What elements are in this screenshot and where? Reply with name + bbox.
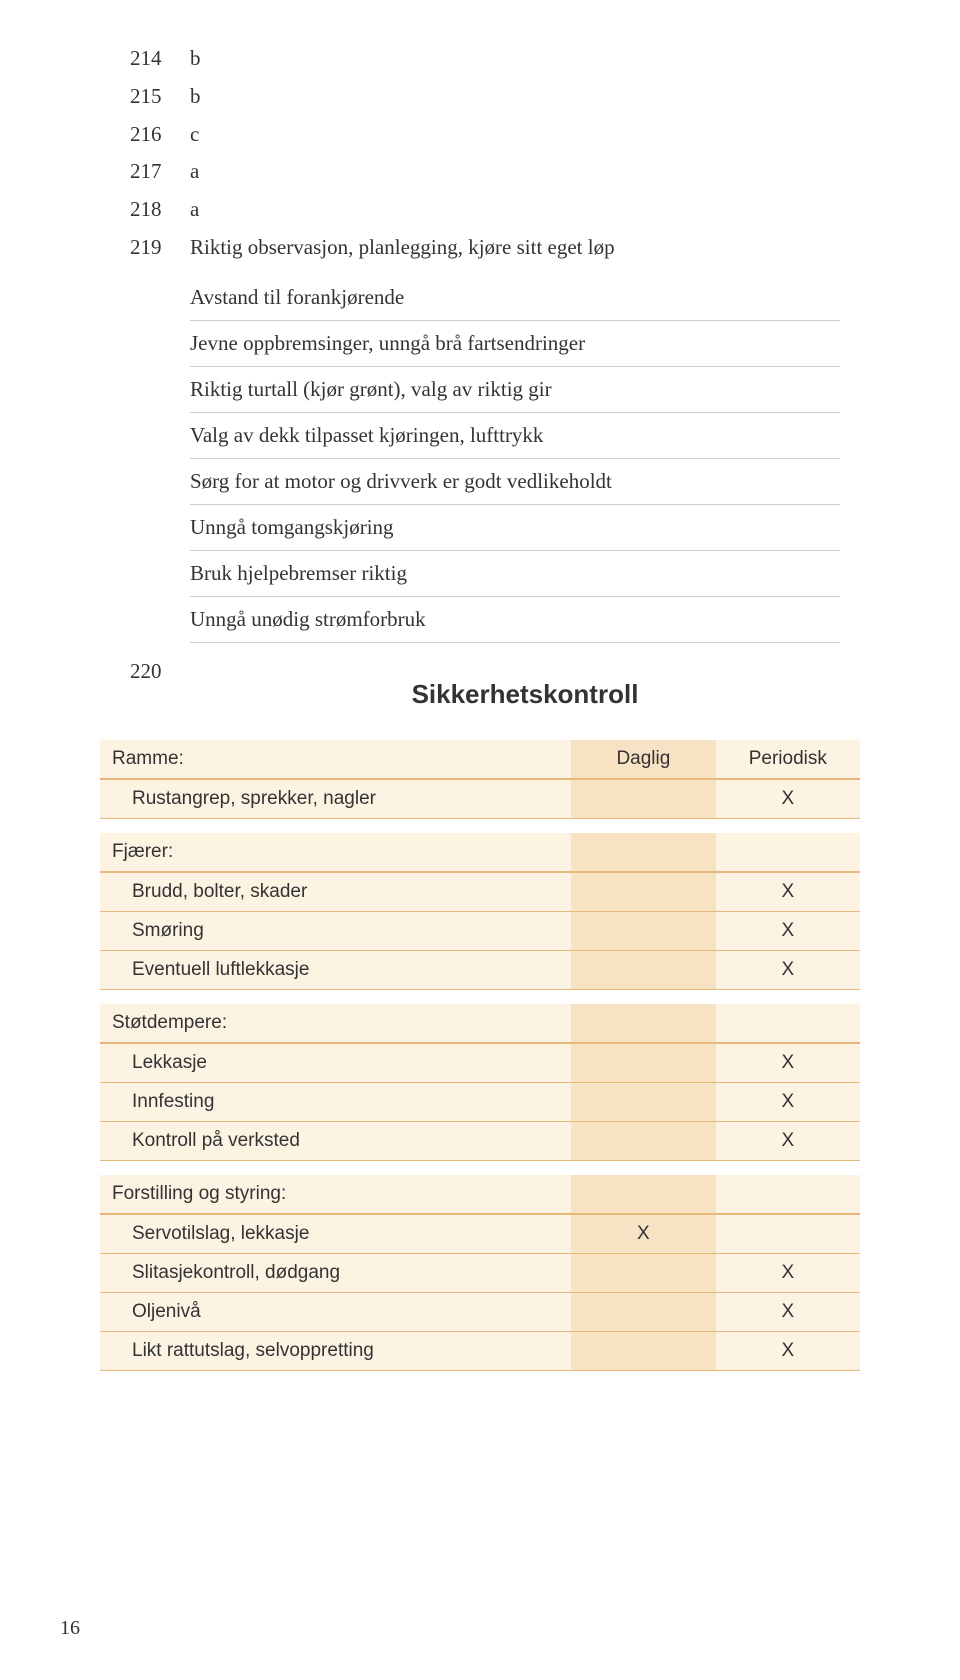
answer-number: 217 [130,153,190,191]
bullet-list: Avstand til forankjørendeJevne oppbremsi… [190,275,840,643]
check-item-label: Slitasjekontroll, dødgang [100,1253,571,1292]
answer-value: Riktig observasjon, planlegging, kjøre s… [190,229,860,267]
check-item-row: Kontroll på verksted X [100,1121,860,1160]
group-label: Fjærer: [100,833,571,872]
check-item-row: Eventuell luftlekkasje X [100,950,860,989]
answer-value: a [190,153,860,191]
check-group-table: Støtdempere:LekkasjeXInnfestingXKontroll… [100,1004,860,1161]
check-item-label: Kontroll på verksted [100,1121,571,1160]
column-header-periodic [716,833,860,872]
bullet-item: Unngå unødig strømforbruk [190,597,840,643]
bullet-item: Unngå tomgangskjøring [190,505,840,551]
check-item-periodic: X [716,1292,860,1331]
check-item-periodic: X [716,872,860,912]
check-item-periodic: X [716,1253,860,1292]
check-item-daily [571,911,715,950]
check-item-daily [571,950,715,989]
answer-row: 214b [130,40,860,78]
column-header-periodic [716,1175,860,1214]
answer-number: 219 [130,229,190,267]
check-item-daily [571,779,715,819]
check-item-daily [571,1292,715,1331]
check-item-label: Lekkasje [100,1043,571,1083]
check-item-daily [571,1331,715,1370]
check-item-label: Eventuell luftlekkasje [100,950,571,989]
check-item-label: Rustangrep, sprekker, nagler [100,779,571,819]
check-item-daily [571,1121,715,1160]
check-item-row: Brudd, bolter, skader X [100,872,860,912]
answer-row: 215b [130,78,860,116]
answer-row: 217a [130,153,860,191]
bullet-item: Jevne oppbremsinger, unngå brå fartsendr… [190,321,840,367]
column-header-daily [571,1175,715,1214]
check-item-daily [571,1253,715,1292]
check-item-row: Innfesting X [100,1082,860,1121]
column-header-daily: Daglig [571,740,715,779]
bullet-item: Avstand til forankjørende [190,275,840,321]
check-item-periodic: X [716,779,860,819]
answer-number: 218 [130,191,190,229]
section-title: Sikkerhetskontroll [190,679,860,710]
group-label: Forstilling og styring: [100,1175,571,1214]
check-item-periodic: X [716,1331,860,1370]
check-item-row: Rustangrep, sprekker, nagler X [100,779,860,819]
check-item-periodic: X [716,1043,860,1083]
answer-value: b [190,78,860,116]
answer-value: b [190,40,860,78]
check-item-periodic: X [716,1121,860,1160]
check-item-label: Innfesting [100,1082,571,1121]
column-header-periodic: Periodisk [716,740,860,779]
column-header-daily [571,1004,715,1043]
answer-value: a [190,191,860,229]
column-header-periodic [716,1004,860,1043]
check-item-row: Oljenivå X [100,1292,860,1331]
bullet-item: Valg av dekk tilpasset kjøringen, lufttr… [190,413,840,459]
check-item-row: Smøring X [100,911,860,950]
bullet-item: Riktig turtall (kjør grønt), valg av rik… [190,367,840,413]
check-item-row: Likt rattutslag, selvoppretting X [100,1331,860,1370]
check-item-periodic [716,1214,860,1254]
check-group-table: Fjærer:Brudd, bolter, skaderXSmøringXEve… [100,833,860,990]
check-item-label: Brudd, bolter, skader [100,872,571,912]
check-item-daily [571,1082,715,1121]
check-group-table: Ramme:DagligPeriodiskRustangrep, sprekke… [100,740,860,819]
check-item-label: Likt rattutslag, selvoppretting [100,1331,571,1370]
check-item-row: Servotilslag, lekkasjeX [100,1214,860,1254]
check-item-periodic: X [716,911,860,950]
column-header-daily [571,833,715,872]
answer-list: 214b215b216c217a218a219Riktig observasjo… [130,40,860,267]
answer-number: 216 [130,116,190,154]
group-label: Ramme: [100,740,571,779]
check-item-row: Slitasjekontroll, dødgang X [100,1253,860,1292]
bullet-item: Bruk hjelpebremser riktig [190,551,840,597]
check-group-table: Forstilling og styring:Servotilslag, lek… [100,1175,860,1371]
check-item-row: Lekkasje X [100,1043,860,1083]
check-item-daily [571,872,715,912]
answer-number: 215 [130,78,190,116]
answer-row: 219Riktig observasjon, planlegging, kjør… [130,229,860,267]
answer-number: 214 [130,40,190,78]
bullet-item: Sørg for at motor og drivverk er godt ve… [190,459,840,505]
check-item-label: Servotilslag, lekkasje [100,1214,571,1254]
answer-number-220: 220 [130,649,190,684]
page-number: 16 [60,1617,80,1640]
safety-check-tables: Ramme:DagligPeriodiskRustangrep, sprekke… [100,740,860,1371]
check-item-daily [571,1043,715,1083]
group-label: Støtdempere: [100,1004,571,1043]
answer-row: 216c [130,116,860,154]
check-item-periodic: X [716,1082,860,1121]
check-item-periodic: X [716,950,860,989]
check-item-label: Oljenivå [100,1292,571,1331]
answer-row: 218a [130,191,860,229]
check-item-label: Smøring [100,911,571,950]
answer-value: c [190,116,860,154]
check-item-daily: X [571,1214,715,1254]
